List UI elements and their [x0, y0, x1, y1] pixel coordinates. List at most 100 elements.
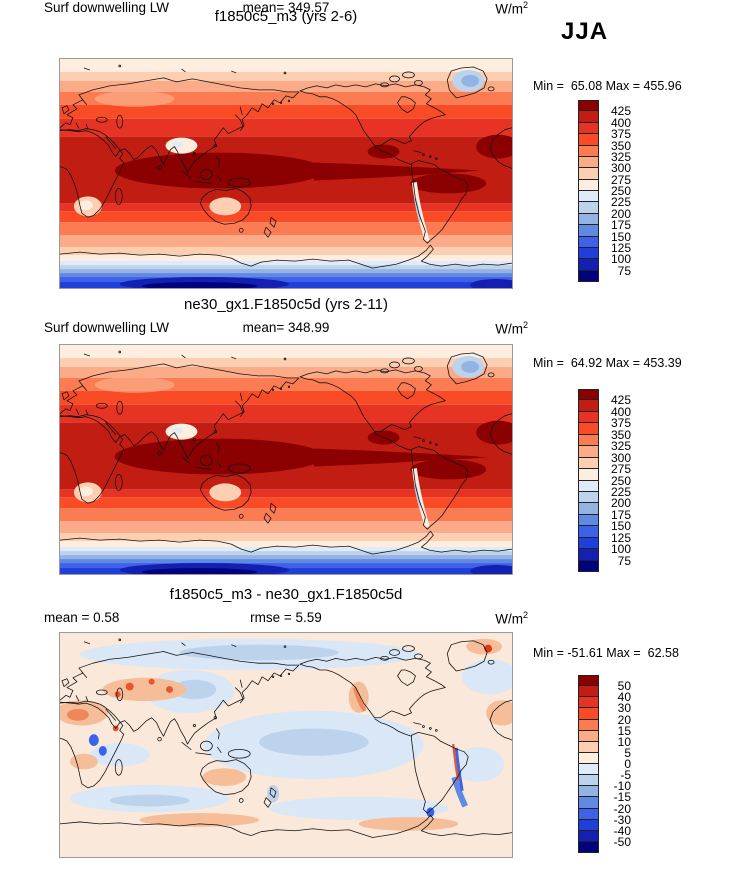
map-model2: [59, 344, 513, 575]
colorbar-segment: [578, 168, 599, 180]
colorbar-segment: [578, 808, 599, 820]
colorbar-tick-label: 175: [610, 507, 631, 522]
colorbar-tick-label: 0: [624, 757, 631, 771]
colorbar-segment: [578, 537, 599, 550]
colorbar-segment: [578, 446, 599, 458]
map-difference: [59, 632, 513, 858]
unit-exponent: 2: [522, 320, 528, 330]
panel1-units-label: W/m2: [59, 0, 528, 17]
panel2-field-label: Surf downwelling LW: [44, 320, 170, 335]
panel3-title: f1850c5_m3 - ne30_gx1.F1850c5d: [169, 586, 403, 603]
colorbar-segment: [578, 775, 599, 787]
panel1-minmax: Min = 65.08 Max = 455.96: [533, 79, 682, 93]
colorbar-segment: [578, 423, 599, 435]
colorbar-segment: [578, 225, 599, 237]
colorbar-segment: [578, 503, 599, 515]
colorbar-segment: [578, 764, 599, 776]
colorbar-tick-label: 325: [610, 439, 631, 454]
colorbar-tick-label: -20: [613, 801, 631, 816]
colorbar-segment: [578, 819, 599, 831]
panel1-colorbar: 425 400 375 350 325 300 275 250 225 200 175 150 125 1…: [578, 100, 631, 282]
colorbar-segment: [578, 400, 599, 412]
colorbar-tick-label: -5: [620, 768, 631, 783]
colorbar-segment: [578, 560, 599, 572]
panel3-colorbar: 50 40 30 20 15 10 5 0 -5 -10 -15 -20 -30 -40 -50: [578, 675, 631, 853]
colorbar-tick-label: 225: [610, 484, 631, 499]
colorbar-tick-label: 200: [610, 496, 631, 511]
colorbar-segment: [578, 719, 599, 731]
colorbar-tick-label: -10: [613, 779, 631, 794]
colorbar-segment: [578, 202, 599, 214]
colorbar-segment: [578, 675, 599, 687]
colorbar-tick-label: 5: [624, 745, 631, 760]
colorbar-segment: [578, 514, 599, 527]
colorbar-segment: [578, 179, 599, 191]
colorbar-tick-label: 375: [610, 416, 631, 431]
colorbar-segment: [578, 111, 599, 123]
panel1-field-label: Surf downwelling LW: [44, 0, 170, 15]
panel2-colorbar: 425 400 375 350 325 300 275 250 225 200 175 150 125 1…: [578, 389, 631, 572]
unit-exponent: 2: [522, 610, 528, 620]
colorbar-segment: [578, 797, 599, 809]
panel3-units-label: W/m2: [59, 610, 528, 627]
colorbar-tick-label: 125: [610, 530, 631, 545]
colorbar-tick-label: 275: [610, 172, 631, 187]
colorbar-segment: [578, 134, 599, 146]
colorbar-tick-label: 275: [610, 462, 631, 477]
colorbar-segment: [578, 156, 599, 169]
colorbar-tick-label: 50: [617, 679, 631, 694]
panel3-minmax: Min = -51.61 Max = 62.58: [533, 646, 679, 660]
colorbar-tick-label: 325: [610, 149, 631, 164]
colorbar-tick-label: -40: [613, 823, 631, 838]
colorbar-segment: [578, 191, 599, 203]
colorbar-segment: [578, 434, 599, 447]
colorbar-segment: [578, 259, 599, 271]
unit-exponent: 2: [522, 0, 528, 10]
panel3-rmse-value: rmse = 5.59: [250, 610, 322, 625]
colorbar-segment: [578, 708, 599, 720]
colorbar-tick-label: 150: [610, 519, 631, 534]
colorbar-segment: [578, 213, 599, 226]
panel2-mean-value: mean= 348.99: [242, 320, 330, 335]
colorbar-segment: [578, 786, 599, 798]
colorbar-tick-label: 250: [610, 473, 631, 488]
panel2-units-label: W/m2: [59, 320, 528, 337]
colorbar-tick-label: 15: [617, 723, 631, 738]
colorbar-tick-label: -50: [613, 834, 631, 849]
colorbar-segment: [578, 686, 599, 698]
colorbar-segment: [578, 830, 599, 842]
colorbar-segment: [578, 270, 599, 282]
colorbar-segment: [578, 752, 599, 764]
panel1-title: f1850c5_m3 (yrs 2-6): [214, 8, 358, 25]
colorbar-tick-label: 150: [610, 229, 631, 244]
colorbar-segment: [578, 480, 599, 492]
panel3-mean-value: mean = 0.58: [44, 610, 120, 625]
colorbar-segment: [578, 411, 599, 424]
colorbar-segment: [578, 469, 599, 481]
colorbar-tick-label: 425: [610, 104, 631, 119]
season-label: JJA: [561, 18, 609, 45]
panel1-mean-value: mean= 349.57: [242, 0, 330, 15]
colorbar-tick-label: 30: [617, 701, 631, 716]
panel2-minmax: Min = 64.92 Max = 453.39: [533, 356, 682, 370]
colorbar-segment: [578, 526, 599, 538]
colorbar-tick-label: 300: [610, 161, 631, 176]
colorbar-tick-label: 175: [610, 218, 631, 233]
colorbar-tick-label: 75: [617, 553, 631, 568]
colorbar-tick-label: 10: [617, 734, 631, 749]
colorbar-tick-label: -30: [613, 812, 631, 827]
colorbar-tick-label: 20: [617, 712, 631, 727]
colorbar-tick-label: 250: [610, 184, 631, 198]
panel2-title: ne30_gx1.F1850c5d (yrs 2-11): [183, 296, 388, 313]
colorbar-tick-label: 225: [610, 195, 631, 210]
colorbar-segment: [578, 841, 599, 853]
colorbar-segment: [578, 457, 599, 470]
map-model1: [59, 58, 513, 289]
unit-base: W/m: [495, 611, 523, 627]
colorbar-segment: [578, 100, 599, 112]
colorbar-tick-label: 125: [610, 240, 631, 255]
colorbar-tick-label: 75: [617, 263, 631, 278]
colorbar-segment: [578, 549, 599, 561]
colorbar-tick-label: 350: [610, 138, 631, 153]
